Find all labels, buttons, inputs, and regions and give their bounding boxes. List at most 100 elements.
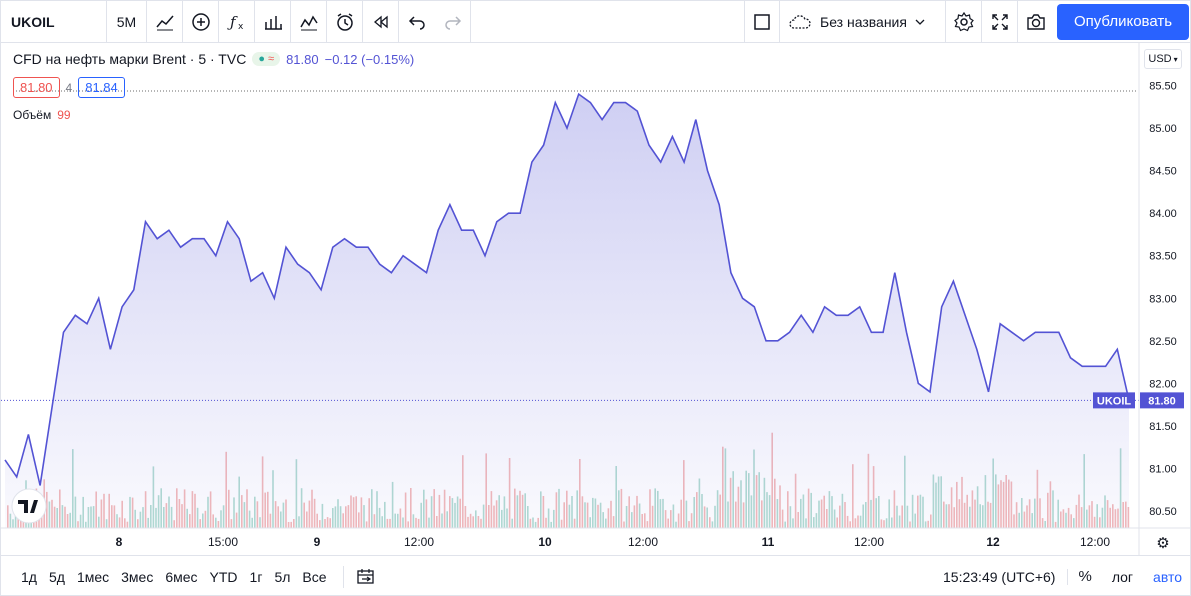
spread-value: 4	[65, 80, 73, 95]
chart-pane[interactable]: 85.50 85.00 84.50 84.00 83.50 83.00 82.50 82.00…	[1, 43, 1191, 555]
snapshot-button[interactable]	[1018, 1, 1054, 43]
range-button[interactable]: 3мес	[121, 568, 154, 585]
publish-button[interactable]: Опубликовать	[1057, 3, 1189, 40]
tradingview-logo[interactable]	[11, 488, 47, 524]
y-tick-label: 83.00	[1149, 293, 1177, 305]
symbol-search-button[interactable]: UKOIL	[1, 0, 107, 43]
y-tick-label: 82.00	[1149, 378, 1177, 390]
redo-button[interactable]	[435, 0, 471, 43]
currency-selector[interactable]: USD ▾	[1144, 49, 1182, 69]
symbol-title[interactable]: CFD на нефть марки Brent · 5 · TVC	[13, 51, 247, 67]
expand-icon	[991, 13, 1008, 30]
y-tick-label: 81.00	[1149, 463, 1177, 475]
price-chart[interactable]: 85.50 85.00 84.50 84.00 83.50 83.00 82.50 82.00…	[1, 43, 1191, 555]
sell-button[interactable]: 81.80	[13, 77, 60, 98]
alarm-icon	[336, 12, 353, 31]
indicator-templates-button[interactable]	[291, 0, 327, 43]
x-tick-label: 8	[116, 535, 123, 549]
last-price-symbol: UKOIL	[1097, 395, 1132, 407]
fullscreen-selection-button[interactable]	[744, 0, 780, 43]
alert-button[interactable]	[327, 0, 363, 43]
chevron-down-icon	[915, 19, 925, 25]
y-tick-label: 84.50	[1149, 166, 1177, 178]
chart-type-button[interactable]	[147, 0, 183, 43]
log-toggle[interactable]: лог	[1111, 568, 1134, 585]
y-tick-label: 85.50	[1149, 81, 1177, 93]
x-tick-label: 12:00	[854, 535, 884, 549]
time-scale[interactable]: 8 15:00 9 12:00 10 12:00 11 12:00 12 12:00 ⚙	[116, 535, 1170, 552]
chevron-down-icon: ▾	[1173, 54, 1178, 64]
last-price-value: 81.80	[1148, 395, 1176, 407]
settings-button[interactable]	[946, 0, 982, 43]
x-tick-label: 12:00	[404, 535, 434, 549]
range-button[interactable]: Все	[302, 568, 327, 585]
gear-icon	[953, 11, 974, 31]
price-scale[interactable]: 85.50 85.00 84.50 84.00 83.50 83.00 82.50 82.00…	[1149, 81, 1177, 518]
toolbar-spacer	[471, 1, 744, 43]
volume-label: Объём	[13, 108, 52, 122]
interval-button[interactable]: 5M	[107, 0, 147, 43]
bars-icon	[264, 15, 282, 30]
volume-value: 99	[57, 108, 71, 122]
last-price-label: UKOIL 81.80	[1093, 392, 1184, 409]
volume-legend: Объём 99	[13, 108, 71, 122]
range-button[interactable]: 1г	[249, 568, 263, 585]
legend-row: CFD на нефть марки Brent · 5 · TVC ● ≈ 8…	[13, 51, 414, 67]
range-button[interactable]: YTD	[209, 568, 238, 585]
price-line	[4, 92, 1130, 486]
price-area	[5, 94, 1129, 528]
camera-icon	[1027, 13, 1045, 30]
bid-ask-row: 81.80 4 81.84	[13, 77, 125, 98]
undo-icon	[408, 15, 425, 30]
range-button[interactable]: 1мес	[76, 568, 110, 585]
compare-button[interactable]	[183, 0, 219, 43]
range-button[interactable]: 5л	[274, 568, 291, 585]
layout-menu-button[interactable]: Без названия	[780, 0, 946, 43]
bottom-toolbar: 1д 5д 1мес 3мес 6мес YTD 1г 5л Все 15:23:49 (UTC…	[1, 555, 1191, 596]
range-button[interactable]: 6мес	[165, 568, 198, 585]
indicator-icon	[299, 15, 318, 30]
y-tick-label: 84.00	[1149, 208, 1177, 220]
date-range-button[interactable]	[354, 565, 378, 589]
y-tick-label: 81.50	[1149, 421, 1177, 433]
replay-button[interactable]	[363, 0, 399, 43]
last-price: 81.80	[286, 51, 319, 67]
y-tick-label: 83.50	[1149, 251, 1177, 263]
range-button[interactable]: 1д	[21, 568, 37, 585]
svg-text:x: x	[238, 22, 244, 32]
layout-name: Без названия	[820, 13, 907, 30]
scale-settings-icon[interactable]: ⚙	[1156, 535, 1169, 552]
price-change: −0.12 (−0.15%)	[324, 51, 415, 67]
replay-icon	[373, 15, 388, 28]
x-tick-label: 10	[538, 535, 552, 549]
templates-button[interactable]	[255, 0, 291, 43]
percent-toggle[interactable]: %	[1078, 568, 1092, 585]
date-ranges: 1д 5д 1мес 3мес 6мес YTD 1г 5л Все	[1, 569, 333, 585]
x-tick-label: 12:00	[628, 535, 658, 549]
svg-text:ƒ: ƒ	[227, 13, 238, 31]
auto-toggle[interactable]: авто	[1153, 568, 1182, 585]
square-icon	[754, 13, 770, 30]
y-tick-label: 80.50	[1149, 506, 1177, 518]
x-tick-label: 11	[762, 535, 775, 549]
calendar-range-icon	[356, 568, 374, 584]
currency-label: USD	[1148, 53, 1172, 65]
candles-icon	[155, 15, 174, 30]
cloud-icon	[789, 14, 811, 29]
range-button[interactable]: 5д	[48, 568, 65, 585]
plus-circle-icon	[191, 12, 210, 31]
x-tick-label: 15:00	[208, 535, 238, 549]
x-tick-label: 12	[986, 535, 1000, 549]
fullscreen-button[interactable]	[982, 0, 1018, 43]
x-tick-label: 12:00	[1080, 535, 1110, 549]
clock[interactable]: 15:23:49 (UTC+6)	[931, 568, 1069, 585]
x-tick-label: 9	[314, 535, 321, 549]
undo-button[interactable]	[399, 1, 435, 43]
market-status-badge[interactable]: ● ≈	[252, 52, 281, 66]
buy-button[interactable]: 81.84	[78, 77, 125, 98]
redo-icon	[444, 15, 461, 30]
